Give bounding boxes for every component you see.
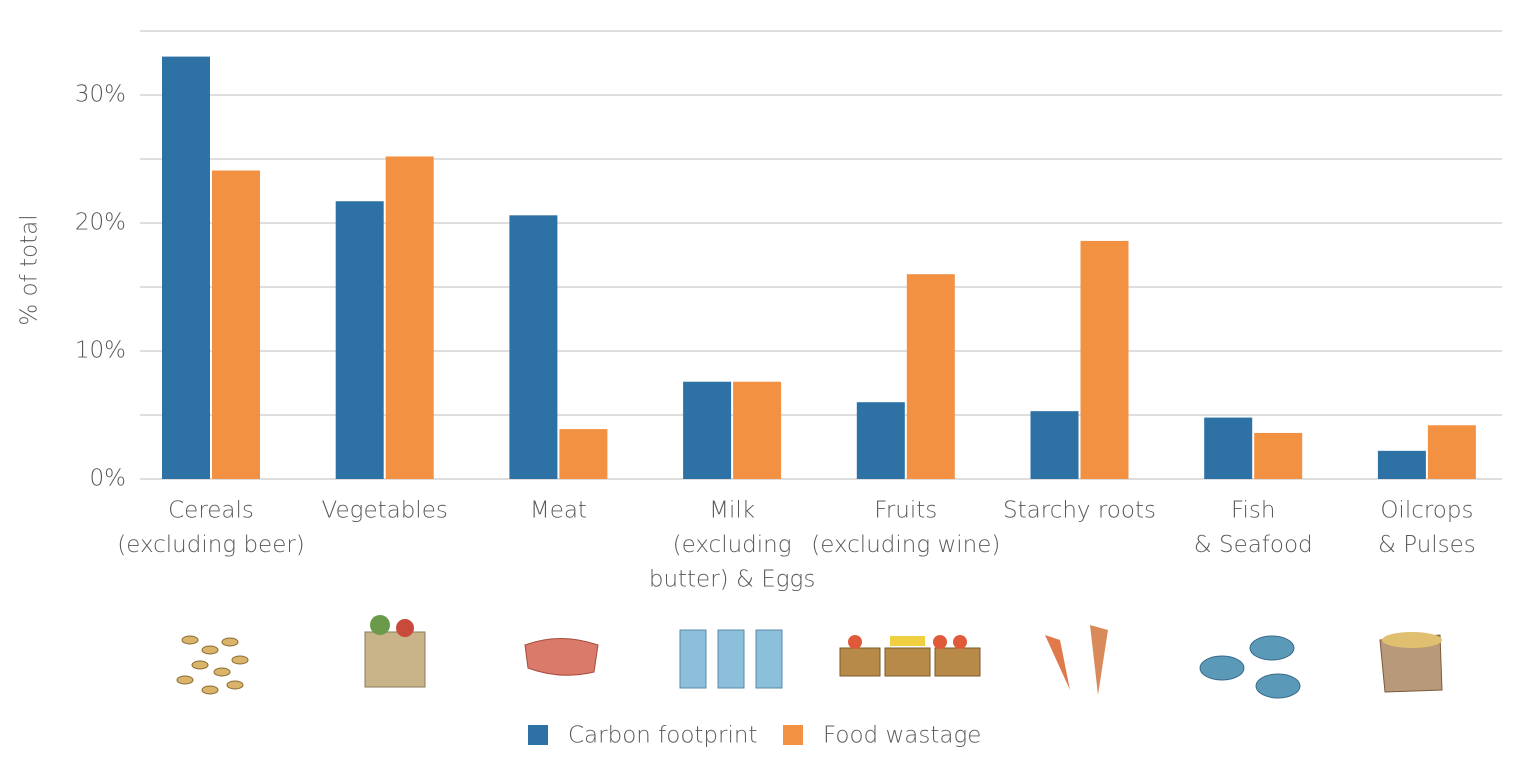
bar <box>856 402 905 479</box>
y-axis-label: % of total <box>17 214 43 325</box>
icons <box>176 615 1443 699</box>
x-tick-label: Cereals <box>168 498 254 524</box>
y-tick-label: 10% <box>75 338 126 364</box>
bar <box>335 201 384 480</box>
bar <box>162 56 210 479</box>
legend-swatch <box>528 725 548 745</box>
bar <box>683 381 732 479</box>
bar <box>559 429 608 479</box>
bar <box>1377 450 1426 479</box>
bar <box>1204 417 1253 479</box>
x-tick-label: & Seafood <box>1194 532 1313 558</box>
x-tick-label: & Pulses <box>1378 532 1476 558</box>
x-tick-label: Milk <box>709 498 755 524</box>
y-tick-label: 20% <box>75 210 126 236</box>
y-tick-label: 0% <box>90 466 127 492</box>
x-tick-label: butter) & Eggs <box>649 567 815 593</box>
bar <box>212 170 260 479</box>
x-tick-label: Fish <box>1231 498 1276 524</box>
legend-swatch <box>783 725 803 745</box>
bar <box>385 156 434 479</box>
bar <box>509 215 558 479</box>
bar <box>906 274 955 479</box>
x-tick-label: (excluding beer) <box>117 532 305 558</box>
legend-label: Carbon footprint <box>568 723 757 749</box>
bar <box>733 381 782 479</box>
x-tick-label: Starchy roots <box>1003 498 1156 524</box>
bar <box>1254 432 1303 479</box>
x-tick-label: Fruits <box>874 498 937 524</box>
x-tick-label: (excluding wine) <box>811 532 1000 558</box>
bar <box>1030 411 1079 479</box>
x-tick-label: (excluding <box>673 532 792 558</box>
x-tick-label: Oilcrops <box>1380 498 1473 524</box>
bar <box>1427 425 1476 479</box>
x-tick-label: Vegetables <box>322 498 448 524</box>
bar <box>1080 240 1129 479</box>
y-tick-label: 30% <box>75 82 126 108</box>
x-tick-label: Meat <box>530 498 587 524</box>
legend-label: Food wastage <box>823 723 981 749</box>
